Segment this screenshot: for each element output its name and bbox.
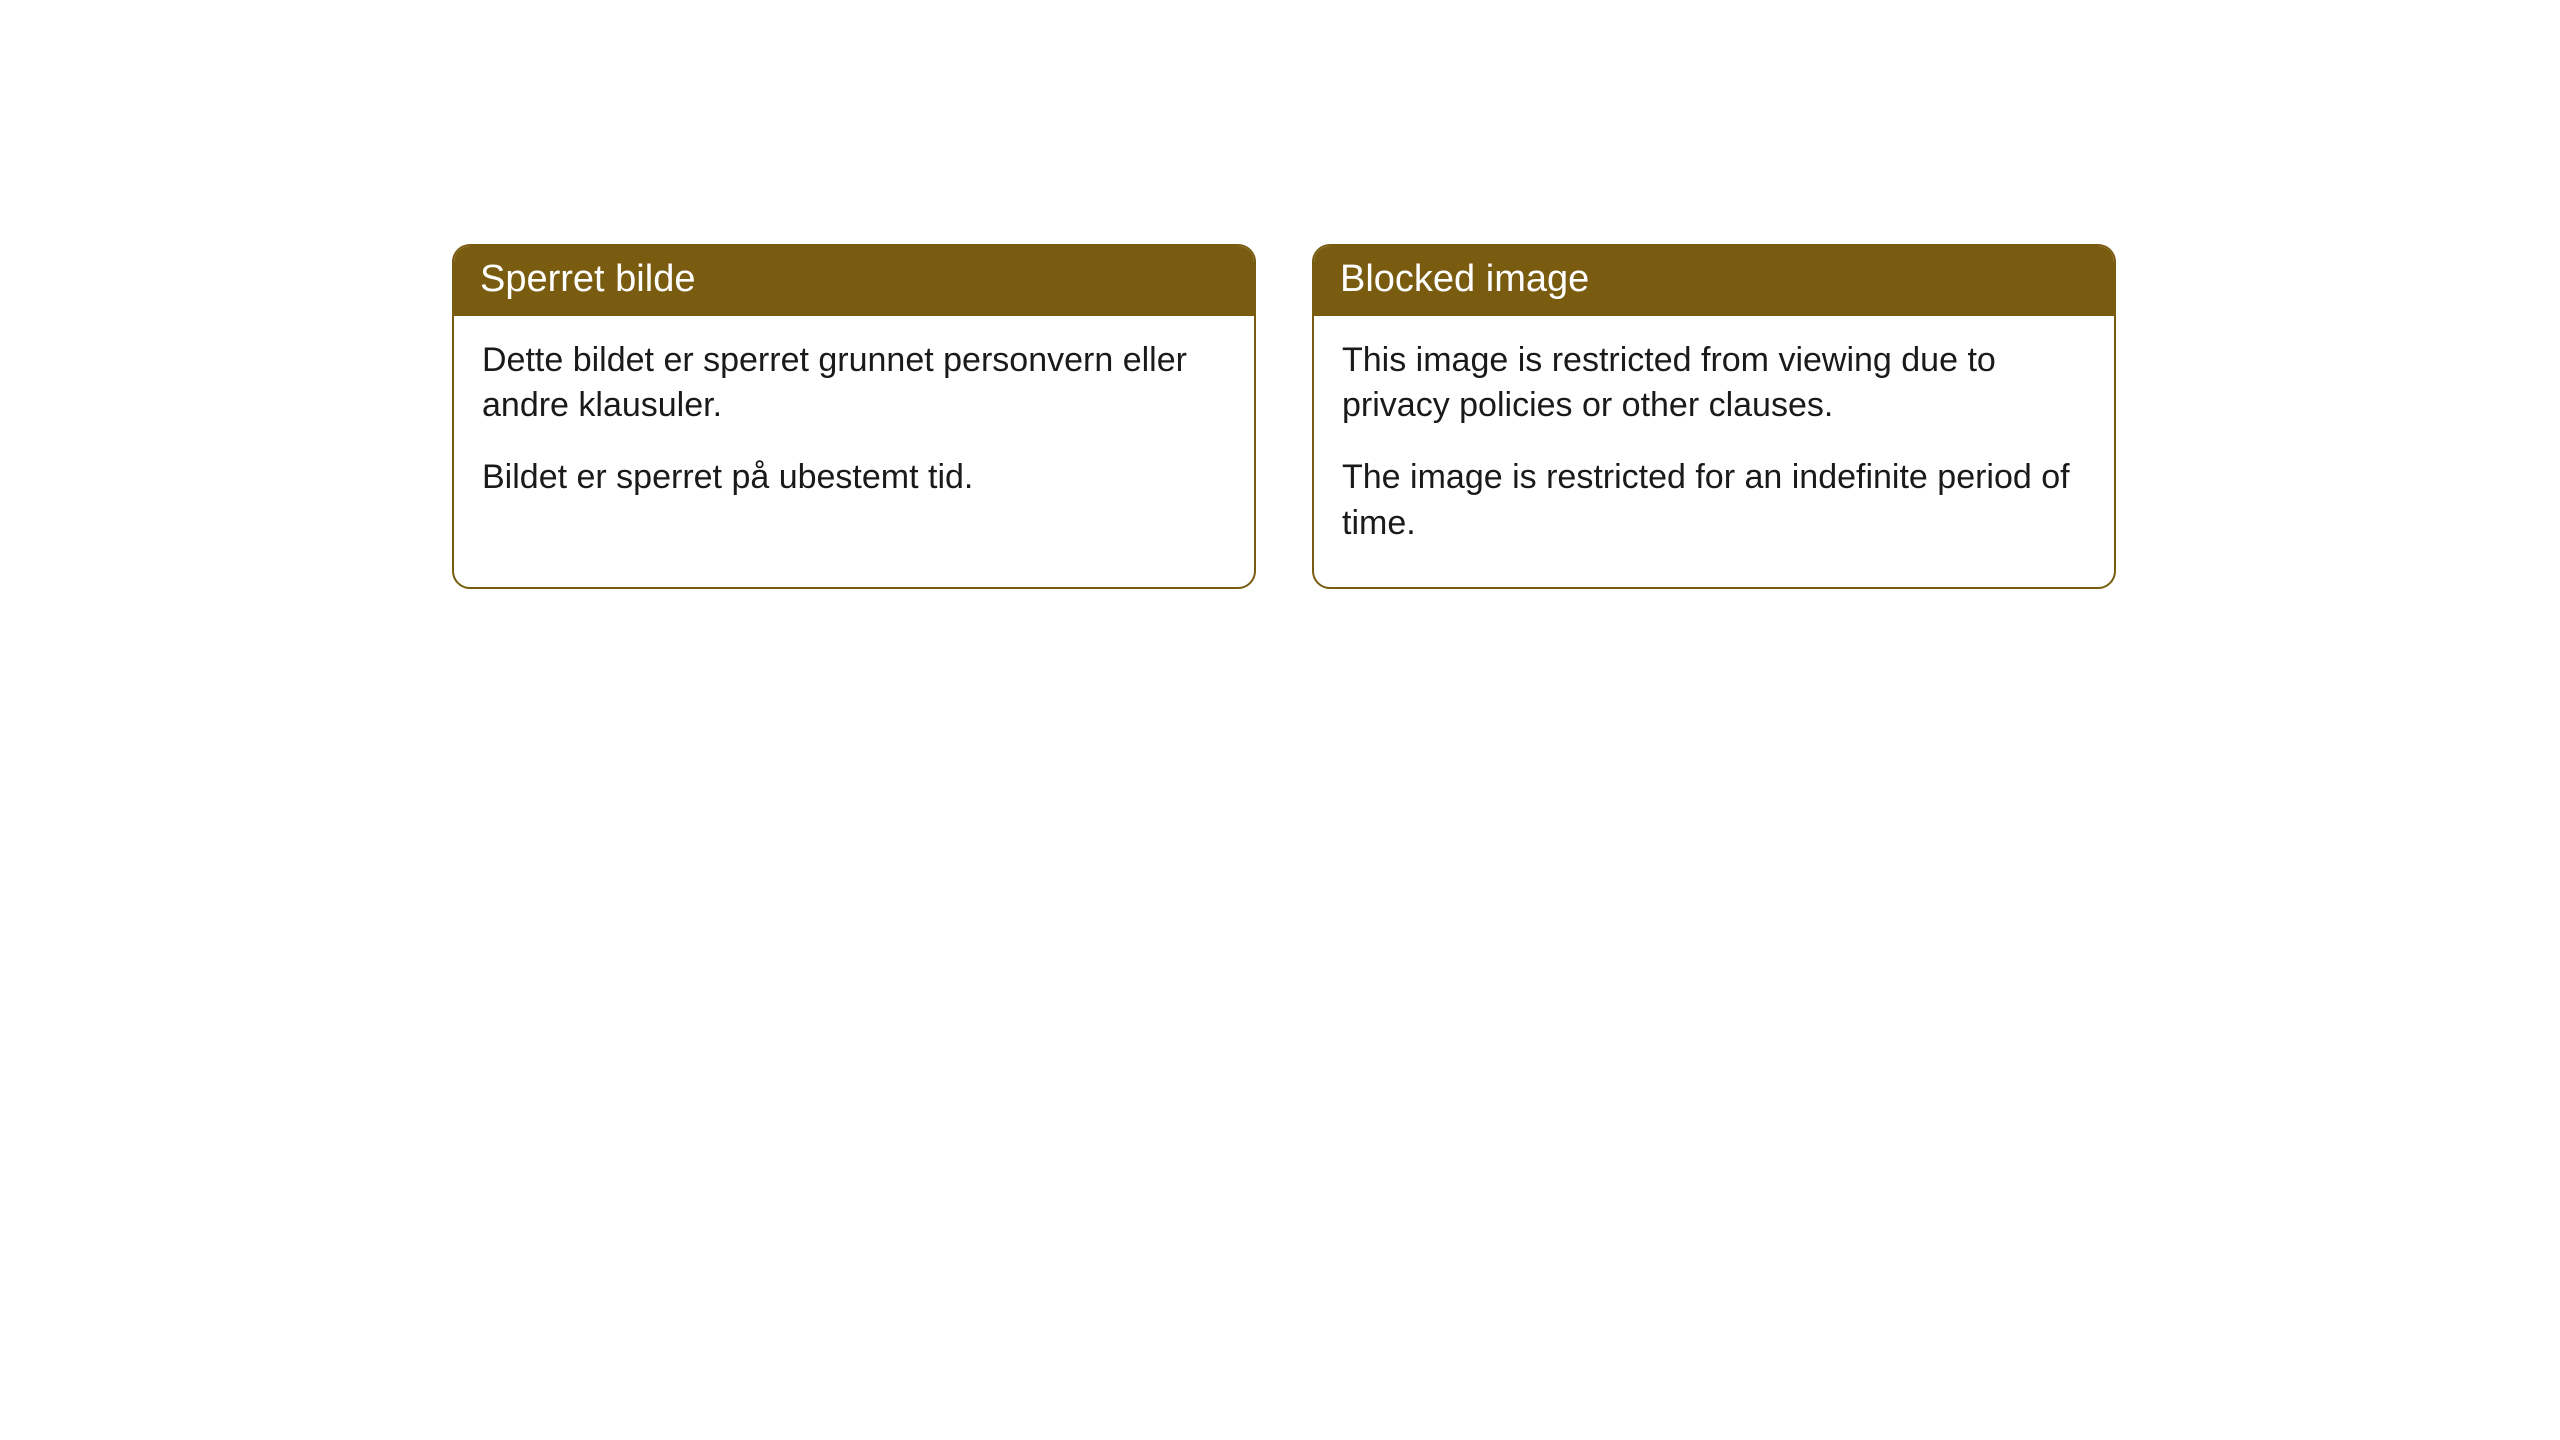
card-body-en: This image is restricted from viewing du… <box>1314 316 2114 588</box>
card-header-no: Sperret bilde <box>454 246 1254 316</box>
card-paragraph: This image is restricted from viewing du… <box>1342 338 2086 430</box>
card-header-en: Blocked image <box>1314 246 2114 316</box>
card-body-no: Dette bildet er sperret grunnet personve… <box>454 316 1254 542</box>
card-paragraph: Bildet er sperret på ubestemt tid. <box>482 455 1226 501</box>
blocked-image-card-no: Sperret bilde Dette bildet er sperret gr… <box>452 244 1256 589</box>
card-paragraph: Dette bildet er sperret grunnet personve… <box>482 338 1226 430</box>
blocked-image-card-en: Blocked image This image is restricted f… <box>1312 244 2116 589</box>
notice-cards-container: Sperret bilde Dette bildet er sperret gr… <box>452 244 2116 589</box>
card-paragraph: The image is restricted for an indefinit… <box>1342 455 2086 547</box>
